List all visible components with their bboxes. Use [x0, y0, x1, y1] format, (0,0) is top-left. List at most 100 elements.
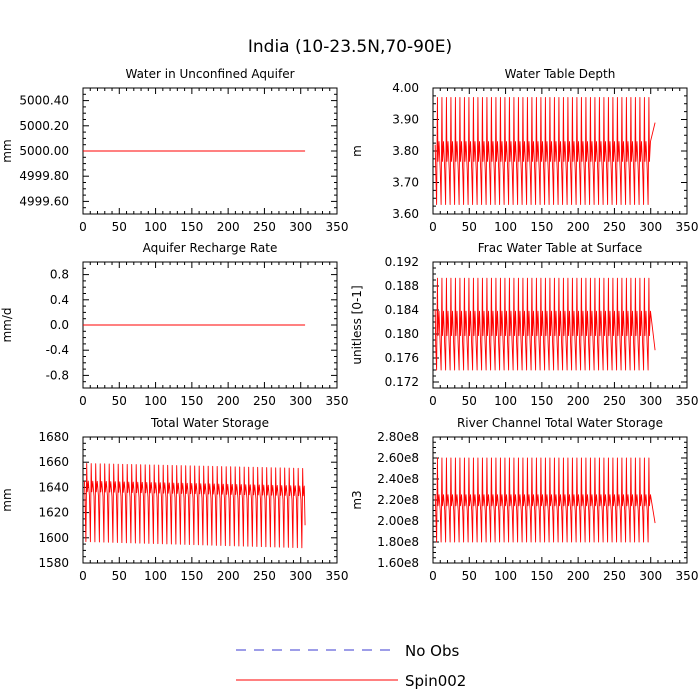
y-tick-label: 1600 [38, 531, 69, 545]
x-tick-label: 200 [217, 569, 240, 583]
legend-label-spin002: Spin002 [405, 672, 466, 690]
x-tick-label: 250 [603, 569, 626, 583]
panel-water-table-depth: Water Table Depth m 0 50 100 150 200 250 300 350 3… [350, 67, 698, 234]
panel-title: Frac Water Table at Surface [478, 241, 642, 255]
x-tick-label: 150 [530, 394, 553, 408]
x-tick-label: 200 [567, 394, 590, 408]
x-tick-label: 200 [567, 569, 590, 583]
x-tick-label: 0 [429, 220, 437, 234]
x-tick-label: 200 [217, 394, 240, 408]
x-tick-label: 100 [144, 569, 167, 583]
x-tick-label: 250 [603, 220, 626, 234]
panel-title: Total Water Storage [150, 416, 269, 430]
series-line-spin002 [434, 97, 656, 205]
y-tick-label: 0.184 [385, 303, 419, 317]
x-tick-label: 300 [289, 569, 312, 583]
y-tick-label: 2.80e8 [377, 430, 419, 444]
figure-title: India (10-23.5N,70-90E) [248, 37, 452, 57]
y-tick-label: 1620 [38, 506, 69, 520]
y-axis-label: mm [0, 488, 14, 511]
y-tick-label: 3.70 [392, 176, 419, 190]
x-tick-label: 100 [494, 569, 517, 583]
series-line-spin002 [84, 463, 306, 549]
y-axis-label: m3 [350, 490, 364, 509]
y-tick-label: 0.176 [385, 351, 419, 365]
panel-river-channel-total-water-storage: River Channel Total Water Storage m3 0 50 10… [350, 416, 698, 583]
y-tick-label: 1660 [38, 455, 69, 469]
y-tick-label: 0.188 [385, 279, 419, 293]
x-tick-label: 300 [289, 394, 312, 408]
x-tick-label: 100 [494, 220, 517, 234]
y-tick-label: 4.00 [392, 81, 419, 95]
legend-label-no-obs: No Obs [405, 642, 459, 660]
plot-frame [432, 261, 688, 389]
x-tick-label: 300 [639, 394, 662, 408]
x-tick-label: 50 [462, 569, 477, 583]
x-tick-label: 300 [639, 220, 662, 234]
x-tick-label: 0 [429, 394, 437, 408]
panel-title: Aquifer Recharge Rate [143, 241, 278, 255]
x-tick-label: 100 [144, 220, 167, 234]
y-tick-label: -0.4 [46, 343, 69, 357]
y-tick-label: 0.4 [50, 293, 69, 307]
y-tick-label: -0.8 [46, 368, 69, 382]
x-tick-label: 350 [326, 220, 349, 234]
y-tick-label: 0.192 [385, 255, 419, 269]
y-tick-label: 5000.00 [19, 144, 69, 158]
x-tick-label: 100 [494, 394, 517, 408]
y-axis-label: m [350, 145, 364, 157]
y-tick-label: 5000.40 [19, 94, 69, 108]
y-tick-label: 2.40e8 [377, 472, 419, 486]
x-tick-label: 150 [180, 569, 203, 583]
x-tick-label: 150 [180, 394, 203, 408]
y-tick-label: 2.20e8 [377, 493, 419, 507]
x-tick-label: 150 [180, 220, 203, 234]
y-tick-label: 2.00e8 [377, 514, 419, 528]
series-line-spin002 [434, 277, 656, 371]
y-tick-label: 0.172 [385, 375, 419, 389]
x-tick-label: 50 [112, 569, 127, 583]
panel-title: Water in Unconfined Aquifer [125, 67, 294, 81]
x-tick-label: 0 [79, 394, 87, 408]
x-tick-label: 50 [462, 394, 477, 408]
x-tick-label: 50 [462, 220, 477, 234]
x-tick-label: 0 [429, 569, 437, 583]
y-axis-label: mm/d [0, 307, 14, 342]
x-tick-label: 50 [112, 394, 127, 408]
x-tick-label: 200 [217, 220, 240, 234]
x-tick-label: 350 [676, 394, 699, 408]
y-tick-label: 5000.20 [19, 119, 69, 133]
x-tick-label: 250 [253, 220, 276, 234]
panel-water-in-unconfined-aquifer: Water in Unconfined Aquifer mm 0 50 100 150 20… [0, 67, 348, 234]
y-tick-label: 0.8 [50, 268, 69, 282]
y-tick-label: 1580 [38, 556, 69, 570]
x-tick-label: 250 [253, 394, 276, 408]
panel-total-water-storage: Total Water Storage mm 0 50 100 150 200 250 300 3… [0, 416, 348, 583]
panel-title: River Channel Total Water Storage [457, 416, 663, 430]
y-tick-label: 1.60e8 [377, 556, 419, 570]
y-tick-label: 0.180 [385, 327, 419, 341]
x-tick-label: 350 [676, 569, 699, 583]
panel-title: Water Table Depth [505, 67, 616, 81]
x-tick-label: 350 [326, 394, 349, 408]
y-tick-label: 4999.80 [19, 169, 69, 183]
y-tick-label: 1640 [38, 480, 69, 494]
x-tick-label: 100 [144, 394, 167, 408]
x-tick-label: 0 [79, 569, 87, 583]
y-tick-label: 3.60 [392, 207, 419, 221]
panel-aquifer-recharge-rate: Aquifer Recharge Rate mm/d 0 50 100 150 200 250… [0, 241, 348, 408]
x-tick-label: 250 [603, 394, 626, 408]
x-tick-label: 300 [289, 220, 312, 234]
x-tick-label: 250 [253, 569, 276, 583]
y-tick-label: 3.80 [392, 144, 419, 158]
x-tick-label: 50 [112, 220, 127, 234]
legend: No Obs Spin002 [236, 642, 466, 690]
panel-frac-water-table-at-surface: Frac Water Table at Surface unitless [0-1… [350, 241, 698, 408]
x-tick-label: 150 [530, 220, 553, 234]
y-tick-label: 2.60e8 [377, 451, 419, 465]
y-tick-label: 3.90 [392, 113, 419, 127]
series-line-spin002 [434, 457, 656, 543]
x-tick-label: 350 [326, 569, 349, 583]
x-tick-label: 0 [79, 220, 87, 234]
